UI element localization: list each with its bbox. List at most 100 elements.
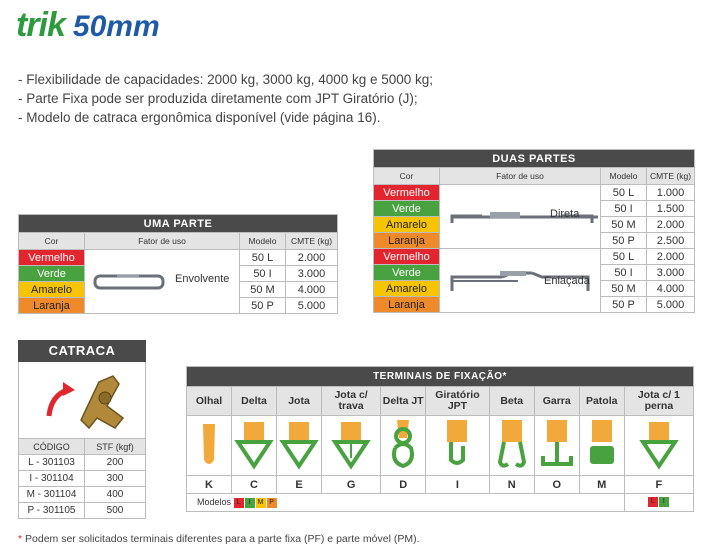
brand-logo: trik 50mm: [16, 6, 160, 45]
terminal-name: Jota: [276, 386, 322, 416]
codigo-cell: I - 301104: [18, 470, 85, 487]
codigo-cell: P - 301105: [18, 502, 85, 519]
terminal-name: Beta: [488, 386, 535, 416]
duas-partes-table: DUAS PARTES Cor Fator de uso Modelo CMTE…: [373, 149, 695, 313]
catraca-table: CÓDIGO STF (kgf) L - 301103 200 I - 30110…: [18, 438, 146, 519]
col-codigo: CÓDIGO: [18, 438, 85, 455]
terminais-title: TERMINAIS DE FIXAÇÃO*: [186, 366, 694, 387]
cmte-cell: 2.000: [646, 216, 695, 233]
terminal-code: I: [425, 475, 490, 494]
color-cell: Verde: [373, 264, 440, 281]
model-cell: 50 P: [600, 232, 647, 249]
fator-direta: Direta: [439, 184, 601, 249]
color-cell: Amarelo: [18, 281, 85, 298]
cmte-cell: 2.500: [646, 232, 695, 249]
duas-partes-title: DUAS PARTES: [373, 149, 695, 168]
model-cell: 50 L: [239, 249, 286, 266]
uma-parte-title: UMA PARTE: [18, 214, 338, 233]
col-cmte: CMTE (kg): [285, 232, 338, 250]
col-fator: Fator de uso: [439, 167, 601, 185]
terminal-name: Delta JT: [380, 386, 427, 416]
model-cell: 50 P: [239, 297, 286, 314]
jota-uma-perna-icon: [623, 415, 695, 476]
color-cell: Verde: [373, 200, 440, 217]
codigo-cell: L - 301103: [18, 454, 85, 471]
terminal-code: E: [276, 475, 322, 494]
footnote: * Podem ser solicitados terminais difere…: [18, 533, 420, 545]
cmte-cell: 1.000: [646, 184, 695, 201]
modelo-badge: L: [647, 497, 658, 508]
cmte-cell: 5.000: [285, 297, 338, 314]
fator-label: Direta: [550, 208, 580, 220]
cmte-cell: 1.500: [646, 200, 695, 217]
color-cell: Laranja: [373, 296, 440, 313]
delta-jt-icon: [380, 415, 427, 476]
color-cell: Amarelo: [373, 216, 440, 233]
terminal-code: O: [533, 475, 580, 494]
terminal-code: C: [231, 475, 277, 494]
model-cell: 50 I: [600, 264, 647, 281]
modelo-badge: I: [244, 497, 255, 508]
model-cell: 50 P: [600, 296, 647, 313]
stf-cell: 200: [84, 454, 146, 471]
model-cell: 50 M: [239, 281, 286, 298]
fator-envolvente: Envolvente: [84, 249, 240, 314]
model-cell: 50 I: [239, 265, 286, 282]
beta-icon: [488, 415, 535, 476]
color-cell: Vermelho: [373, 184, 440, 201]
terminal-name: Jota c/ trava: [320, 386, 382, 416]
terminal-code: G: [320, 475, 382, 494]
feature-list: - Flexibilidade de capacidades: 2000 kg,…: [18, 70, 433, 127]
catraca-panel: CATRACA CÓDIGO STF (kgf) L - 301103 200 I…: [18, 340, 146, 519]
ratchet-image: [18, 362, 146, 438]
fator-enlacada: Enlaçada: [439, 248, 601, 313]
terminal-code: M: [578, 475, 625, 494]
col-modelo: Modelo: [600, 167, 647, 185]
color-cell: Amarelo: [373, 280, 440, 297]
catraca-title: CATRACA: [18, 340, 146, 362]
terminal-code: K: [186, 475, 232, 494]
stf-cell: 300: [84, 470, 146, 487]
patola-icon: [578, 415, 625, 476]
col-cor: Cor: [18, 232, 85, 250]
footnote-star: *: [18, 533, 23, 545]
terminal-name: Patola: [578, 386, 625, 416]
terminais-table: TERMINAIS DE FIXAÇÃO* Olhal Delta Jota J…: [186, 366, 695, 512]
cmte-cell: 4.000: [285, 281, 338, 298]
model-cell: 50 M: [600, 216, 647, 233]
jota-trava-icon: [320, 415, 382, 476]
stf-cell: 400: [84, 486, 146, 503]
fator-label: Enlaçada: [544, 275, 590, 287]
modelo-badge: L: [233, 497, 244, 508]
envolvente-strap-icon: [93, 274, 165, 289]
uma-parte-table: UMA PARTE Cor Fator de uso Modelo CMTE (…: [18, 214, 338, 314]
color-cell: Verde: [18, 265, 85, 282]
model-cell: 50 L: [600, 248, 647, 265]
footnote-text: Podem ser solicitados terminais diferent…: [22, 533, 420, 545]
col-cmte: CMTE (kg): [646, 167, 695, 185]
color-cell: Laranja: [18, 297, 85, 314]
codigo-cell: M - 301104: [18, 486, 85, 503]
col-modelo: Modelo: [239, 232, 286, 250]
cmte-cell: 5.000: [646, 296, 695, 313]
enlacada-strap-icon: [450, 270, 590, 291]
feature-item: - Flexibilidade de capacidades: 2000 kg,…: [18, 72, 434, 87]
stf-cell: 500: [84, 502, 146, 519]
color-cell: Laranja: [373, 232, 440, 249]
modelo-badge: M: [255, 497, 266, 508]
cmte-cell: 3.000: [646, 264, 695, 281]
feature-item: - Parte Fixa pode ser produzida diretame…: [18, 91, 418, 106]
terminal-code: D: [380, 475, 427, 494]
model-cell: 50 M: [600, 280, 647, 297]
terminal-name: Delta: [231, 386, 277, 416]
modelo-badge: I: [658, 497, 669, 508]
cmte-cell: 2.000: [285, 249, 338, 266]
direta-strap-icon: [450, 211, 598, 223]
garra-icon: [533, 415, 580, 476]
terminal-name: Jota c/ 1 perna: [623, 386, 695, 416]
giratorio-jpt-icon: [425, 415, 490, 476]
terminal-name: Garra: [533, 386, 580, 416]
olhal-icon: [186, 415, 232, 476]
